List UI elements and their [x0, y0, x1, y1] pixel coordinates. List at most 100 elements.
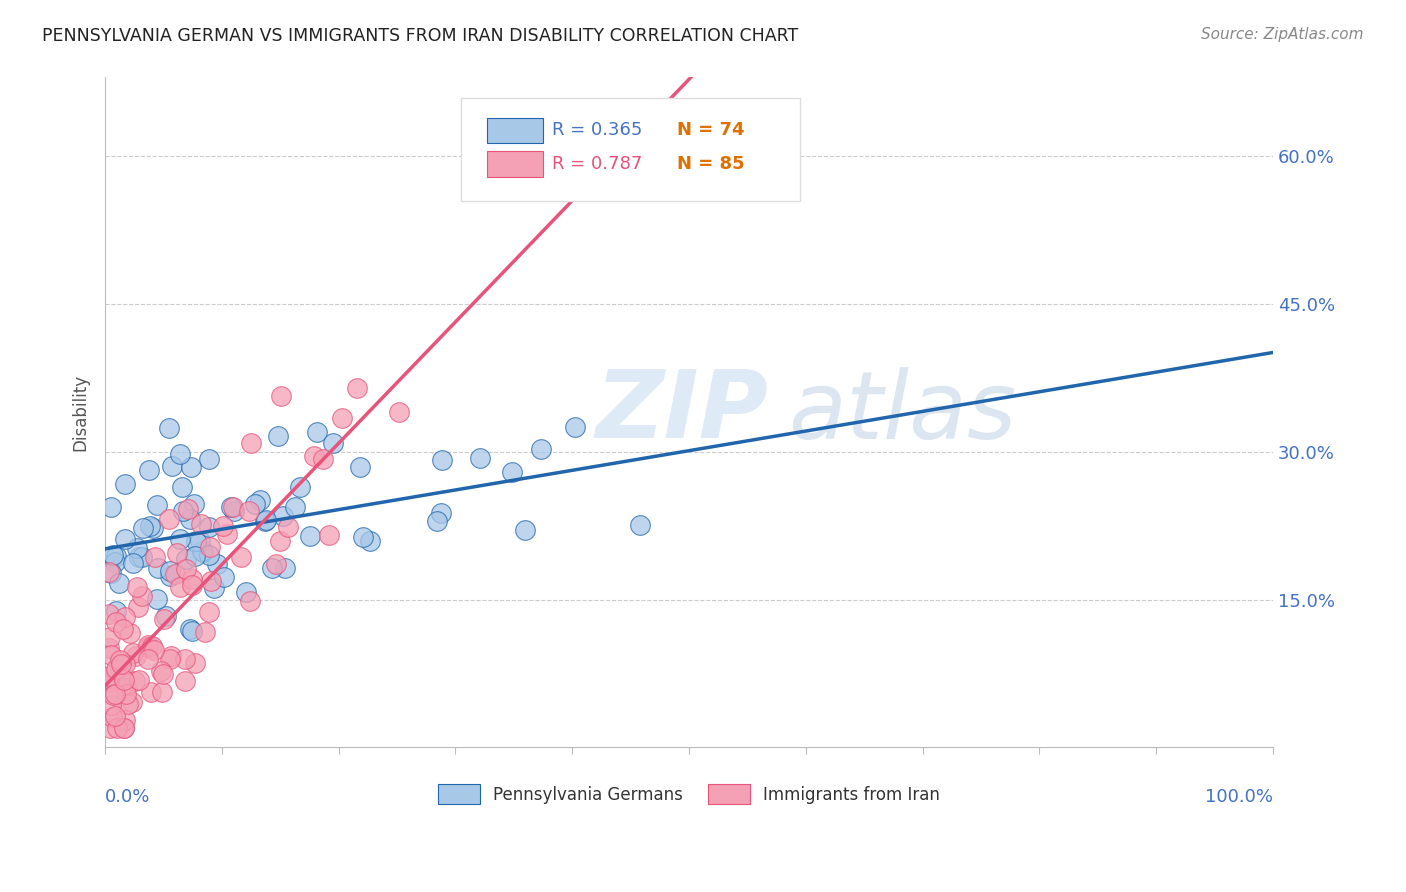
Point [430, 506, 453, 520]
Point [159, 564, 181, 578]
Point [159, 569, 181, 583]
Point [143, 550, 166, 565]
Point [112, 721, 135, 735]
Point [112, 622, 135, 636]
Point [322, 435, 344, 450]
Point [97, 565, 120, 579]
Point [97, 674, 120, 689]
Point [239, 594, 262, 608]
Point [184, 656, 207, 670]
Point [359, 533, 381, 548]
Point [181, 578, 204, 592]
Point [114, 477, 136, 491]
Point [211, 519, 233, 533]
Point [100, 648, 122, 663]
Point [100, 566, 122, 581]
Text: N = 85: N = 85 [678, 155, 745, 173]
Point [180, 459, 202, 474]
Point [198, 519, 221, 533]
Point [160, 649, 183, 664]
Point [564, 420, 586, 434]
Point [100, 500, 122, 514]
Point [112, 721, 135, 735]
Point [346, 381, 368, 395]
Point [231, 550, 253, 565]
Point [288, 480, 311, 494]
Point [238, 503, 260, 517]
Point [183, 497, 205, 511]
Point [112, 673, 135, 688]
Point [146, 498, 169, 512]
Point [352, 530, 374, 544]
Point [162, 458, 184, 473]
FancyBboxPatch shape [486, 118, 543, 143]
Point [174, 674, 197, 689]
Point [131, 549, 153, 564]
Point [104, 555, 127, 569]
Point [157, 421, 180, 435]
Point [105, 549, 128, 563]
Point [176, 562, 198, 576]
Point [254, 513, 277, 527]
Point [349, 460, 371, 475]
Text: R = 0.365: R = 0.365 [553, 121, 643, 139]
Point [101, 709, 124, 723]
Point [214, 570, 236, 584]
Point [124, 674, 146, 689]
Point [104, 709, 127, 723]
Point [132, 521, 155, 535]
Point [198, 451, 221, 466]
Point [239, 436, 262, 450]
Point [312, 451, 335, 466]
Point [163, 567, 186, 582]
Text: atlas: atlas [789, 367, 1017, 458]
Point [139, 519, 162, 533]
Point [277, 520, 299, 534]
Point [179, 622, 201, 636]
Point [269, 533, 291, 548]
Point [105, 615, 128, 629]
Point [136, 638, 159, 652]
Point [198, 549, 221, 563]
Point [318, 528, 340, 542]
Point [122, 556, 145, 570]
Point [200, 574, 222, 588]
Text: N = 74: N = 74 [678, 121, 745, 139]
Point [271, 508, 294, 523]
Point [191, 544, 214, 558]
Point [174, 552, 197, 566]
Point [181, 624, 204, 638]
Y-axis label: Disability: Disability [72, 374, 89, 451]
Point [125, 649, 148, 664]
Point [169, 447, 191, 461]
Point [159, 652, 181, 666]
Legend: Pennsylvania Germans, Immigrants from Iran: Pennsylvania Germans, Immigrants from Ir… [430, 776, 948, 813]
Point [121, 695, 143, 709]
Point [330, 411, 353, 425]
Point [114, 609, 136, 624]
Point [157, 512, 180, 526]
Point [142, 521, 165, 535]
Text: 0.0%: 0.0% [105, 788, 150, 805]
Point [138, 463, 160, 477]
Point [153, 612, 176, 626]
Point [283, 500, 305, 514]
Point [177, 502, 200, 516]
Point [184, 549, 207, 564]
Point [299, 529, 322, 543]
Point [205, 558, 228, 572]
Point [169, 533, 191, 547]
Point [215, 526, 238, 541]
Point [515, 524, 537, 538]
Point [101, 549, 124, 563]
Point [98, 721, 121, 735]
Point [166, 546, 188, 560]
Point [198, 605, 221, 619]
Point [117, 698, 139, 712]
Point [97, 672, 120, 686]
Point [104, 662, 127, 676]
Point [146, 591, 169, 606]
Point [191, 545, 214, 559]
Point [128, 549, 150, 564]
Point [253, 514, 276, 528]
